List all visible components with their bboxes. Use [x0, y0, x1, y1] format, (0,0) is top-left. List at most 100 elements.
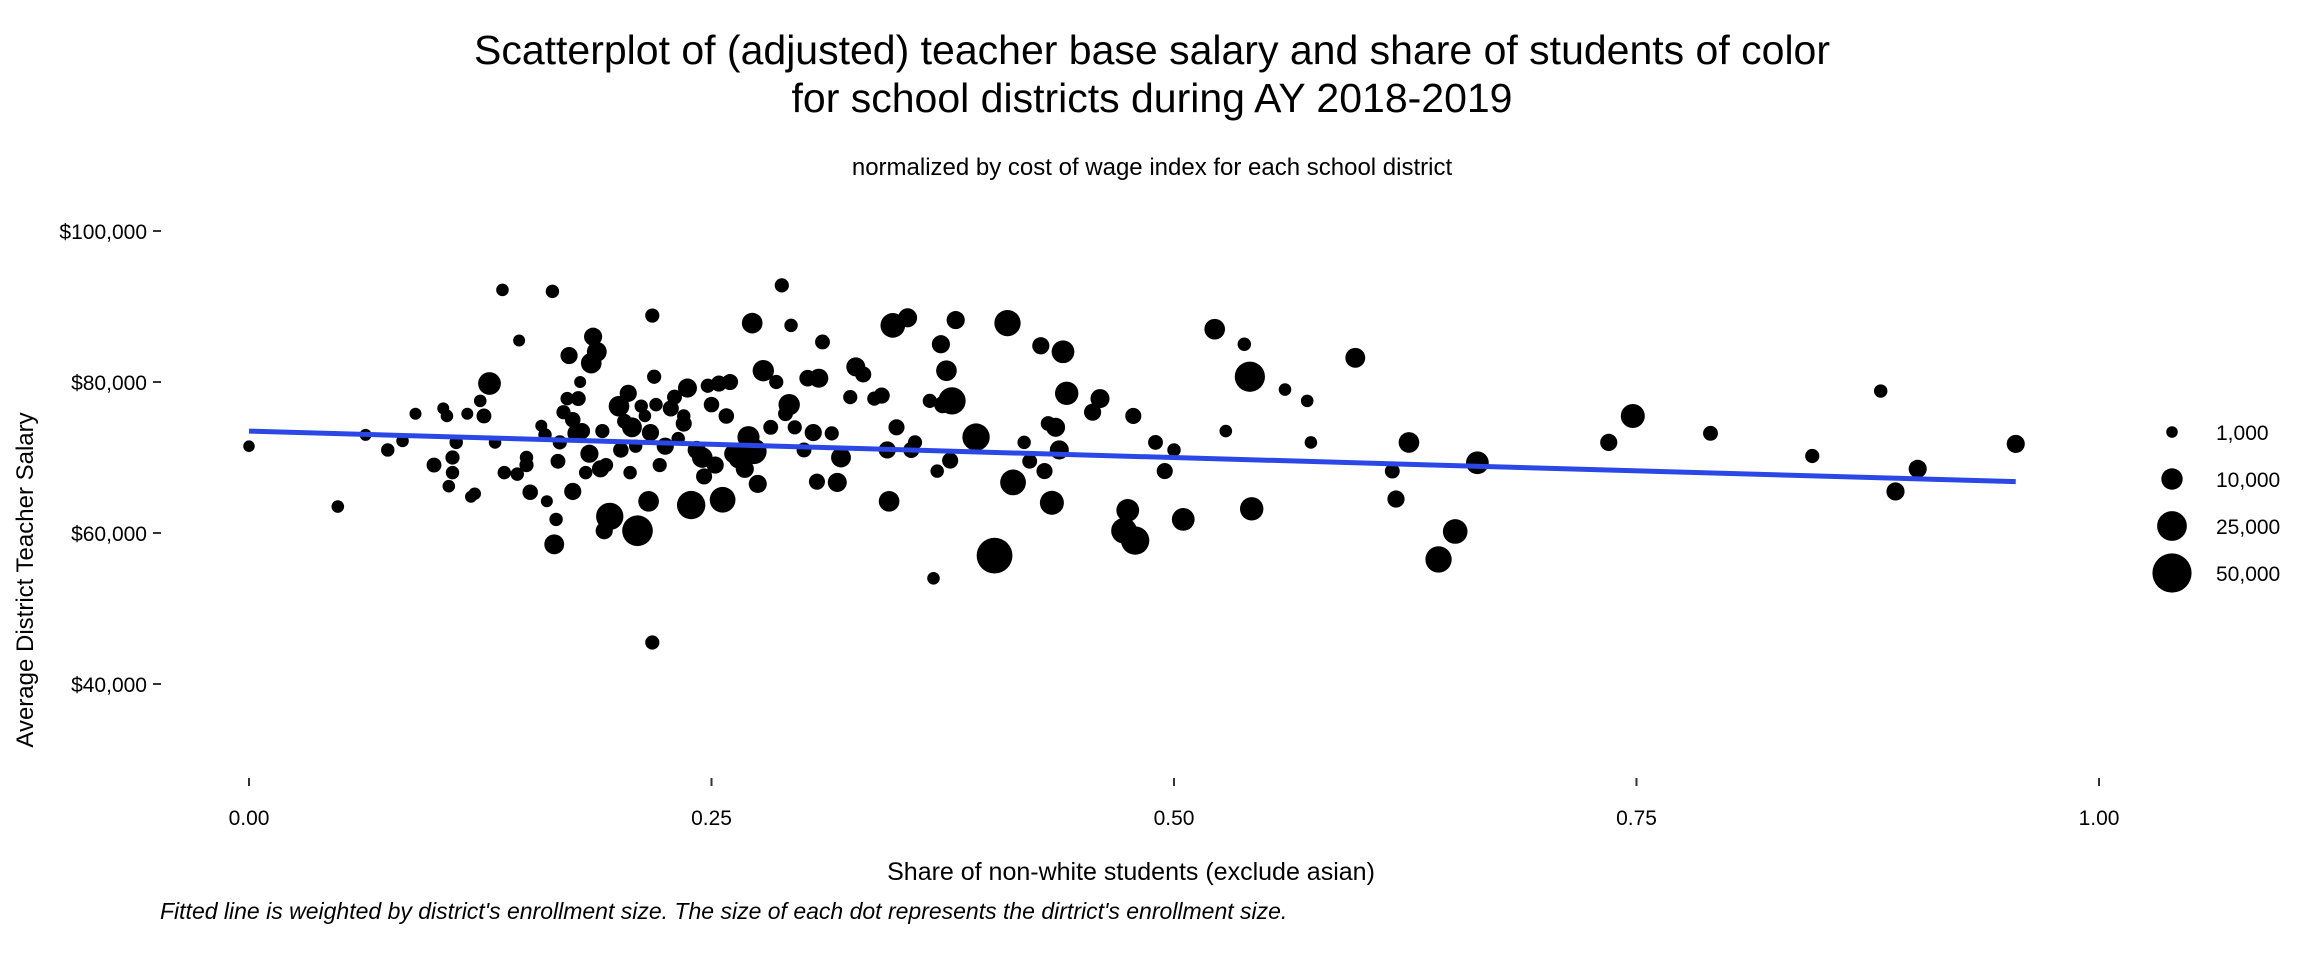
data-point [1300, 394, 1314, 408]
data-point [748, 474, 767, 494]
data-point [478, 372, 501, 395]
legend-symbol [2157, 511, 2187, 541]
data-point [622, 515, 653, 547]
data-point [718, 408, 735, 424]
legend-label: 50,000 [2216, 563, 2280, 586]
data-point [381, 443, 395, 457]
data-point [677, 378, 697, 398]
data-point [623, 465, 637, 480]
data-point [465, 490, 477, 503]
data-point [595, 522, 613, 540]
fit-line [248, 428, 2016, 485]
data-point [1084, 403, 1102, 421]
data-point [1387, 490, 1405, 508]
data-point [827, 472, 847, 492]
data-point [2006, 434, 2025, 453]
data-point [696, 468, 713, 485]
data-point [799, 369, 817, 387]
x-axis-label: Share of non-white students (exclude asi… [887, 858, 1375, 886]
data-point [1125, 407, 1142, 425]
data-point [437, 402, 450, 415]
data-point [1398, 432, 1420, 453]
data-point [934, 396, 952, 414]
data-point [724, 444, 744, 464]
data-point [445, 465, 460, 480]
data-point [1054, 381, 1079, 406]
legend-label: 25,000 [2216, 516, 2280, 539]
data-point [586, 341, 607, 362]
data-point [1466, 451, 1489, 475]
data-point [676, 490, 706, 520]
data-point [1204, 318, 1226, 340]
data-point [573, 423, 591, 440]
data-point [878, 490, 900, 512]
data-point [1239, 497, 1264, 521]
data-point [922, 393, 937, 408]
data-point [1805, 448, 1820, 464]
data-point [721, 373, 739, 391]
legend-symbol [2152, 553, 2192, 593]
data-point [560, 391, 574, 406]
data-point [677, 409, 691, 423]
data-point [706, 456, 724, 474]
x-tick-label: 1.00 [2079, 807, 2120, 830]
data-point [1442, 519, 1468, 544]
data-point [1620, 403, 1645, 428]
x-tick-label: 0.50 [1154, 807, 1195, 830]
data-point [545, 284, 560, 299]
data-point [638, 409, 652, 423]
legend-symbol [2166, 426, 2178, 438]
data-point [752, 359, 774, 382]
data-point [409, 407, 422, 420]
data-point [1908, 459, 1927, 478]
data-point [1036, 463, 1053, 480]
data-point [617, 413, 632, 429]
data-point [619, 384, 637, 402]
data-point [549, 512, 563, 527]
data-point [510, 467, 524, 481]
data-point [578, 465, 593, 480]
data-point [564, 482, 582, 501]
data-point [804, 423, 822, 442]
legend-symbol [2161, 468, 2183, 490]
data-point [645, 308, 660, 323]
data-point [1032, 337, 1050, 355]
data-point [763, 419, 779, 435]
x-tick-label: 0.25 [691, 807, 732, 830]
data-point [656, 437, 674, 455]
data-point [1156, 463, 1173, 480]
data-point [540, 495, 553, 508]
data-point [907, 435, 923, 450]
data-point [774, 278, 789, 293]
data-point [700, 378, 715, 393]
data-point [936, 360, 957, 382]
data-point [556, 405, 571, 420]
data-point [570, 391, 586, 407]
data-point [808, 473, 826, 490]
data-point [1111, 517, 1137, 544]
data-point [824, 426, 839, 441]
data-point [843, 390, 858, 405]
x-tick-label: 0.75 [1616, 807, 1657, 830]
y-tick-label: $40,000 [71, 674, 147, 697]
data-point [647, 369, 662, 384]
data-point [476, 408, 492, 424]
data-point [1425, 546, 1452, 573]
legend-label: 10,000 [2216, 469, 2280, 492]
data-point [994, 309, 1021, 337]
data-point [778, 406, 793, 422]
data-point [855, 366, 872, 383]
data-point [641, 423, 660, 442]
data-point [1000, 469, 1026, 496]
data-point [608, 395, 630, 417]
data-point [442, 479, 456, 493]
data-point [703, 396, 720, 413]
data-point [1278, 383, 1292, 396]
data-point [473, 394, 487, 408]
data-point [867, 391, 882, 406]
chart-title-line-2: for school districts during AY 2018-2019 [791, 75, 1513, 121]
data-point [976, 537, 1013, 574]
data-point [550, 453, 566, 469]
data-point [1039, 490, 1064, 515]
